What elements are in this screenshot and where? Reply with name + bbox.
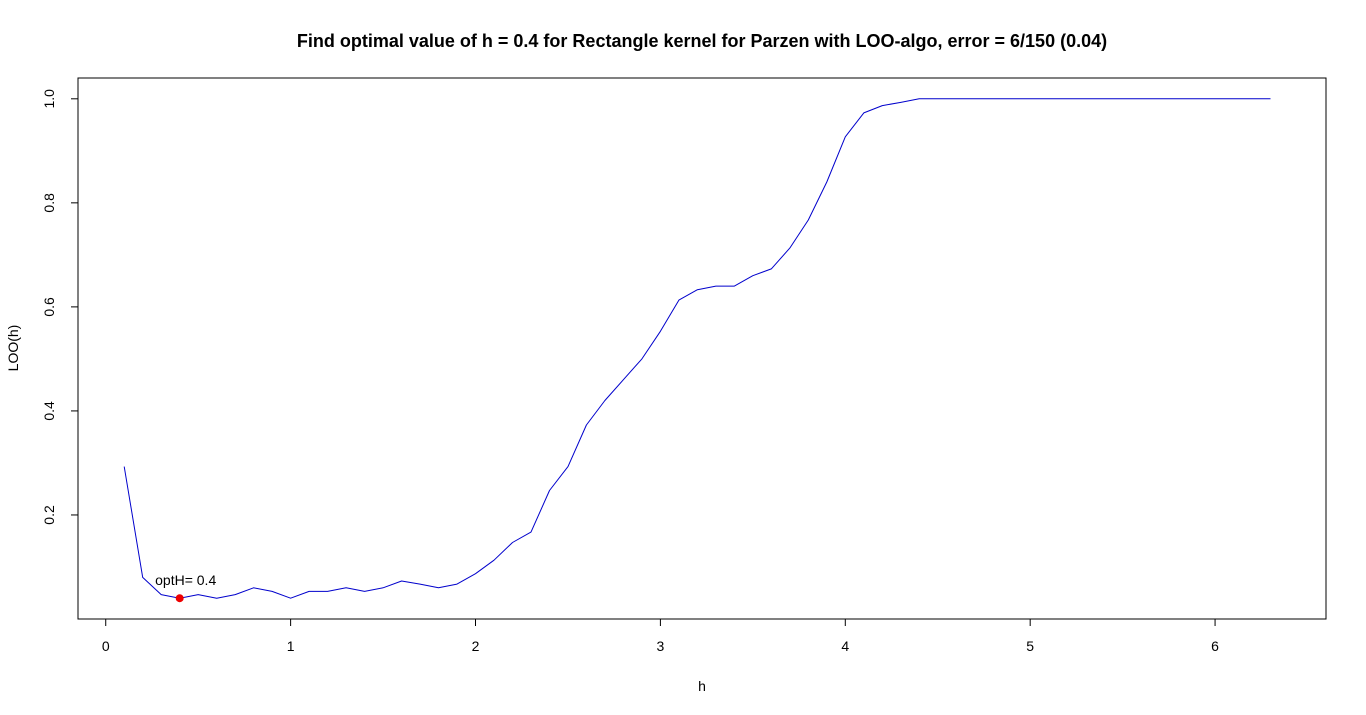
y-tick-label: 0.2 [41, 505, 57, 525]
x-axis: 0 1 2 3 4 5 6 [102, 618, 1219, 654]
x-axis-label: h [698, 678, 706, 694]
series-group [123, 98, 1271, 599]
x-tick-label: 4 [841, 638, 849, 654]
plot-frame [77, 77, 1327, 620]
x-tick-label: 5 [1026, 638, 1034, 654]
highlight-group: optH= 0.4 [155, 572, 216, 603]
optimal-h-label: optH= 0.4 [155, 572, 216, 588]
y-axis-label: LOO(h) [5, 325, 21, 372]
loo-series-line [123, 98, 1271, 599]
y-tick-label: 1.0 [41, 89, 57, 109]
x-tick-label: 1 [287, 638, 295, 654]
chart-title: Find optimal value of h = 0.4 for Rectan… [297, 31, 1107, 51]
x-tick-label: 3 [657, 638, 665, 654]
optimal-h-point [175, 594, 184, 603]
y-tick-label: 0.4 [41, 401, 57, 421]
x-tick-label: 0 [102, 638, 110, 654]
x-tick-label: 6 [1211, 638, 1219, 654]
y-tick-label: 0.8 [41, 193, 57, 213]
y-axis: 0.2 0.4 0.6 0.8 1.0 [41, 89, 79, 525]
x-tick-label: 2 [472, 638, 480, 654]
y-tick-label: 0.6 [41, 297, 57, 317]
